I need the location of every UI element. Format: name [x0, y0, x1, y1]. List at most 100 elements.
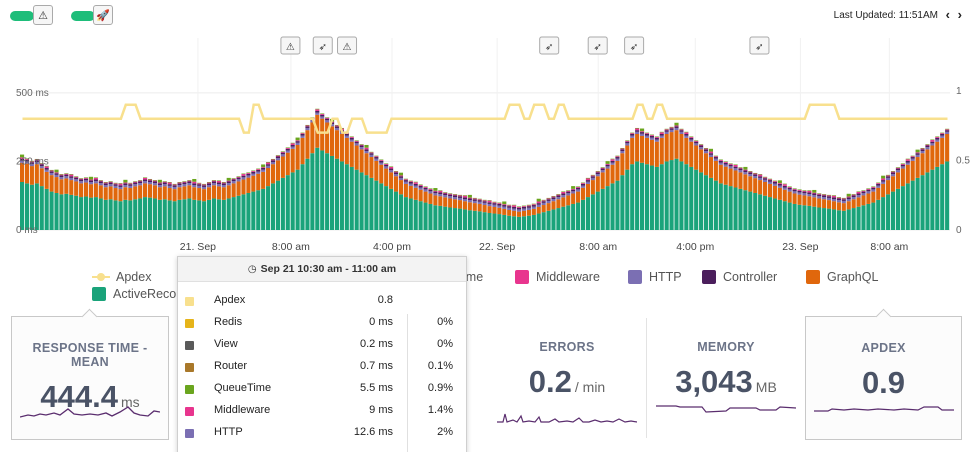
bar-top-segment	[635, 131, 640, 134]
legend-item-controller[interactable]: Controller	[702, 270, 777, 284]
bar-top-segment	[787, 187, 792, 190]
bar-activerecord	[561, 206, 566, 230]
bar-activerecord	[241, 194, 246, 230]
chevron-right-icon[interactable]: ›	[957, 7, 962, 22]
bar-activerecord	[526, 215, 531, 230]
bar-top-segment	[615, 157, 620, 159]
bar-top-segment	[743, 170, 748, 173]
card-response-time[interactable]: RESPONSE TIME - MEAN 444.4 ms	[11, 308, 169, 440]
bar-top-segment	[620, 147, 625, 149]
bar-activerecord	[270, 183, 276, 230]
rocket-icon[interactable]	[749, 36, 770, 55]
card-memory[interactable]: MEMORY 3,043 MB	[648, 316, 804, 440]
warning-icon[interactable]: ⚠	[33, 5, 53, 25]
bar-activerecord	[487, 212, 492, 230]
rocket-icon[interactable]	[624, 36, 645, 55]
bar-graphql	[408, 185, 413, 199]
bar-top-segment	[364, 147, 369, 150]
bar-graphql	[669, 132, 674, 161]
bar-top-segment	[876, 183, 881, 184]
bar-activerecord	[664, 161, 669, 230]
bar-top-segment	[792, 188, 797, 189]
bar-top-segment	[295, 140, 300, 142]
bar-top-segment	[226, 180, 231, 182]
rocket-icon[interactable]	[312, 36, 333, 55]
bar-top-segment	[393, 172, 399, 175]
bar-top-segment	[886, 174, 891, 176]
bar-top-segment	[177, 182, 182, 183]
bar-graphql	[143, 183, 148, 198]
warning-icon[interactable]	[280, 36, 301, 55]
bar-top-segment	[261, 164, 266, 168]
warning-icon[interactable]	[337, 36, 358, 55]
bar-graphql	[694, 145, 699, 170]
top-bar: ⚠ 🚀 Last Updated: 11:51AM ‹ ›	[0, 0, 970, 32]
legend-item-graphql[interactable]: GraphQL	[806, 270, 878, 284]
chevron-left-icon[interactable]: ‹	[945, 7, 950, 22]
middleware-swatch	[515, 270, 529, 284]
legend-item-activerecord[interactable]: ActiveReco	[92, 287, 176, 301]
bar-top-segment	[433, 190, 438, 192]
bar-graphql	[98, 185, 103, 199]
rocket-icon[interactable]	[587, 36, 608, 55]
tooltip-swatch	[185, 429, 194, 438]
response-time-chart[interactable]: 0 ms 250 ms 500 ms 0 0.5 1 21. Sep 8:00 am 4:00 …	[0, 28, 970, 263]
bar-top-segment	[797, 192, 802, 195]
legend-item-apdex[interactable]: Apdex	[92, 270, 151, 284]
bar-top-segment	[438, 190, 443, 191]
bar-graphql	[910, 160, 915, 181]
legend-item-http[interactable]: HTTP	[628, 270, 682, 284]
bar-top-segment	[487, 203, 492, 207]
tooltip-row-percent: 0%	[437, 316, 453, 328]
bar-top-segment	[64, 173, 69, 175]
bar-activerecord	[881, 197, 886, 230]
bar-top-segment	[748, 174, 753, 177]
bar-graphql	[226, 185, 231, 199]
bar-graphql	[334, 130, 340, 159]
card-errors[interactable]: ERRORS 0.2/ min	[488, 316, 646, 440]
rocket-icon[interactable]: 🚀	[93, 5, 113, 25]
bar-top-segment	[403, 181, 408, 184]
bar-activerecord	[728, 186, 733, 230]
bar-activerecord	[703, 175, 709, 230]
bar-top-segment	[886, 177, 891, 181]
legend-item-middleware[interactable]: Middleware	[515, 270, 600, 284]
bar-top-segment	[723, 161, 728, 162]
card-apdex[interactable]: APDEX 0.9	[805, 308, 962, 440]
bar-top-segment	[231, 178, 236, 179]
bar-graphql	[477, 203, 482, 212]
bar-top-segment	[359, 145, 364, 148]
rocket-icon[interactable]	[539, 36, 560, 55]
bar-top-segment	[699, 147, 704, 150]
bar-top-segment	[389, 168, 394, 171]
warning-icon: ⚠	[286, 42, 295, 53]
bar-top-segment	[507, 207, 512, 210]
bar-top-segment	[103, 183, 108, 186]
bar-top-segment	[571, 189, 576, 192]
bar-activerecord	[211, 198, 217, 230]
legend-item-partial[interactable]: ime	[463, 270, 483, 284]
bar-activerecord	[64, 193, 69, 230]
bar-activerecord	[925, 172, 930, 230]
bar-top-segment	[516, 207, 522, 210]
bar-top-segment	[192, 178, 197, 182]
bar-top-segment	[644, 135, 650, 138]
bar-top-segment	[787, 186, 792, 188]
bar-top-segment	[300, 135, 305, 138]
bar-top-segment	[703, 147, 709, 149]
bar-top-segment	[261, 168, 266, 170]
bar-graphql	[202, 189, 207, 202]
bar-top-segment	[910, 156, 915, 158]
bar-top-segment	[753, 174, 758, 176]
bar-top-segment	[187, 183, 192, 186]
bar-top-segment	[689, 137, 694, 140]
bar-graphql	[718, 164, 723, 184]
bar-top-segment	[157, 182, 162, 184]
bar-activerecord	[113, 200, 118, 230]
card-value: 0.2/ min	[528, 364, 606, 399]
bar-top-segment	[79, 178, 84, 180]
bar-top-segment	[256, 168, 261, 170]
bar-top-segment	[940, 132, 945, 134]
bar-activerecord	[216, 199, 221, 230]
bar-graphql	[895, 172, 900, 189]
